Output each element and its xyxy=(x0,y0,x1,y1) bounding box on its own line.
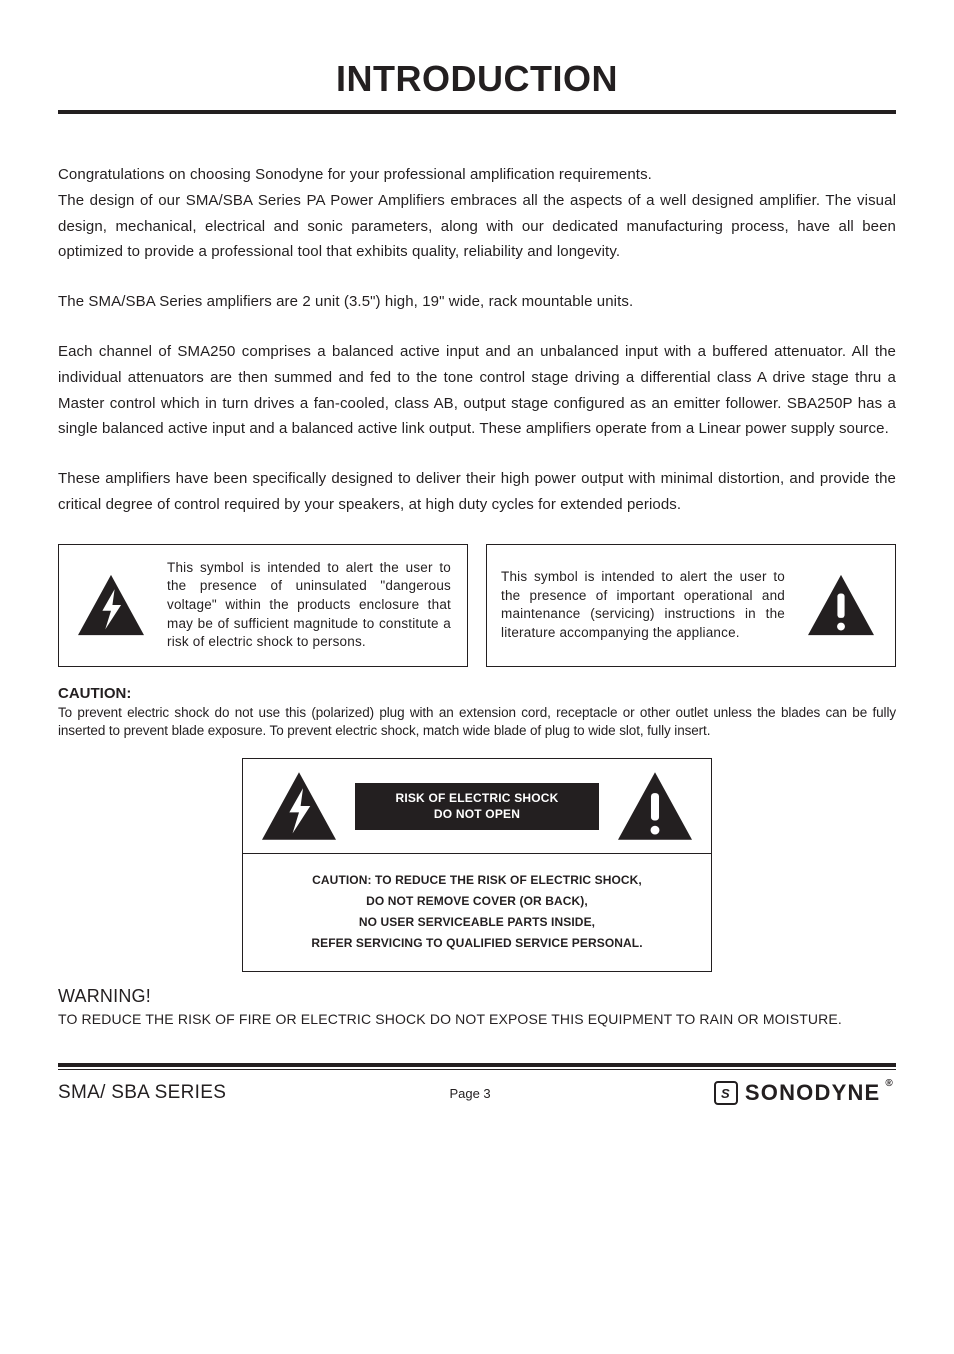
panel-line-2: DO NOT REMOVE COVER (OR BACK), xyxy=(253,894,701,908)
exclamation-triangle-icon xyxy=(613,769,697,843)
bolt-triangle-icon xyxy=(73,572,149,638)
symbol-voltage-text: This symbol is intended to alert the use… xyxy=(167,559,451,652)
caution-heading: CAUTION: xyxy=(58,685,896,702)
symbol-box-instructions: This symbol is intended to alert the use… xyxy=(486,544,896,667)
brand-name: SONODYNE xyxy=(745,1080,881,1106)
risk-label-line-2: DO NOT OPEN xyxy=(434,807,520,821)
warning-text: TO REDUCE THE RISK OF FIRE OR ELECTRIC S… xyxy=(58,1011,896,1027)
warning-heading: WARNING! xyxy=(58,986,896,1007)
risk-label-line-1: RISK OF ELECTRIC SHOCK xyxy=(395,791,558,805)
footer-brand: S SONODYNE ® xyxy=(714,1080,896,1106)
caution-text: To prevent electric shock do not use thi… xyxy=(58,704,896,740)
exclamation-triangle-icon xyxy=(803,572,879,638)
panel-line-3: NO USER SERVICEABLE PARTS INSIDE, xyxy=(253,915,701,929)
brand-logo-icon: S xyxy=(714,1081,738,1105)
warning-panel-body: CAUTION: TO REDUCE THE RISK OF ELECTRIC … xyxy=(243,854,711,971)
intro-para-4: These amplifiers have been specifically … xyxy=(58,466,896,518)
body-text: Congratulations on choosing Sonodyne for… xyxy=(58,162,896,518)
symbol-box-voltage: This symbol is intended to alert the use… xyxy=(58,544,468,667)
intro-line-1: Congratulations on choosing Sonodyne for… xyxy=(58,166,652,183)
intro-para-1: Congratulations on choosing Sonodyne for… xyxy=(58,162,896,265)
intro-para-2: The SMA/SBA Series amplifiers are 2 unit… xyxy=(58,289,896,315)
symbol-instructions-text: This symbol is intended to alert the use… xyxy=(501,568,785,643)
risk-label: RISK OF ELECTRIC SHOCK DO NOT OPEN xyxy=(355,783,599,829)
page-title-block: INTRODUCTION xyxy=(58,58,896,114)
symbol-row: This symbol is intended to alert the use… xyxy=(58,544,896,667)
footer-series: SMA/ SBA SERIES xyxy=(58,1082,226,1104)
panel-line-1: CAUTION: TO REDUCE THE RISK OF ELECTRIC … xyxy=(253,873,701,887)
panel-line-4: REFER SERVICING TO QUALIFIED SERVICE PER… xyxy=(253,936,701,950)
footer: SMA/ SBA SERIES Page 3 S SONODYNE ® xyxy=(58,1080,896,1132)
warning-panel-top: RISK OF ELECTRIC SHOCK DO NOT OPEN xyxy=(243,759,711,854)
bolt-triangle-icon xyxy=(257,769,341,843)
footer-rule-thin xyxy=(58,1069,896,1070)
intro-line-2: The design of our SMA/SBA Series PA Powe… xyxy=(58,192,896,261)
footer-page-number: Page 3 xyxy=(449,1086,490,1101)
footer-rule-thick xyxy=(58,1063,896,1067)
page-title: INTRODUCTION xyxy=(58,58,896,100)
warning-panel: RISK OF ELECTRIC SHOCK DO NOT OPEN CAUTI… xyxy=(242,758,712,972)
intro-para-3: Each channel of SMA250 comprises a balan… xyxy=(58,339,896,442)
registered-mark: ® xyxy=(885,1078,894,1089)
